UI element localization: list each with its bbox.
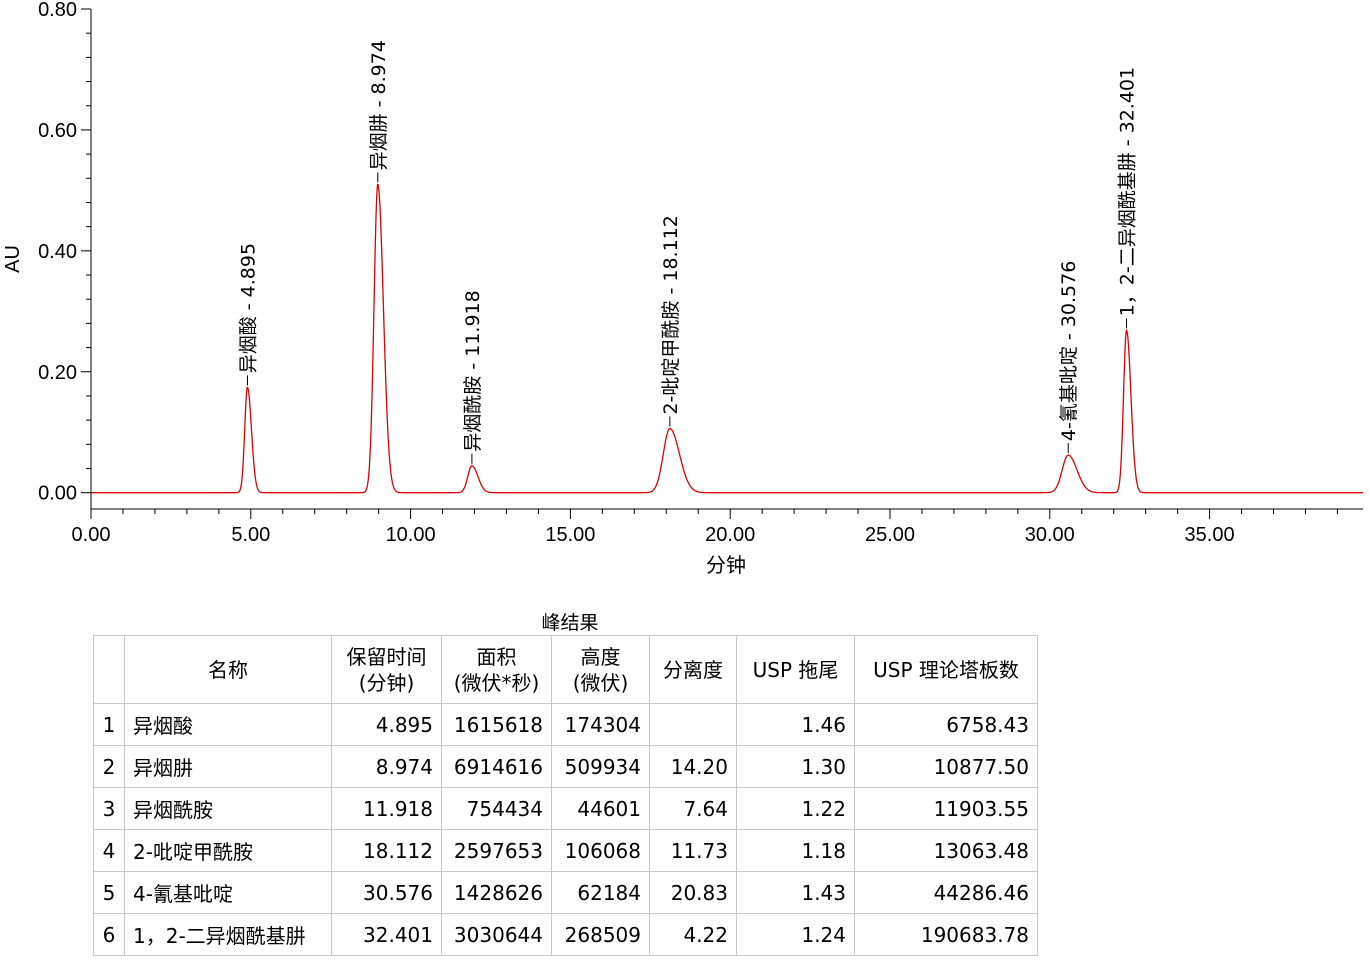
header-height: 高度 (微伏) <box>551 635 650 704</box>
peak-results-table: 名称 保留时间 (分钟) 面积 (微伏*秒) 高度 (微伏) 分离度 USP 拖… <box>93 635 1038 956</box>
row-resolution <box>649 703 737 746</box>
row-name: 异烟酰胺 <box>124 787 332 830</box>
row-area: 2597653 <box>441 829 552 872</box>
row-usp-tailing: 1.22 <box>736 787 855 830</box>
peak-label: 异烟酸 - 4.895 <box>237 243 259 373</box>
row-area: 754434 <box>441 787 552 830</box>
x-tick-label: 20.00 <box>705 524 755 546</box>
y-axis-label: AU <box>2 245 24 273</box>
row-usp-plates: 13063.48 <box>854 829 1038 872</box>
table-title: 峰结果 <box>541 612 599 634</box>
row-name: 1，2-二异烟酰基肼 <box>124 913 332 956</box>
table-row: 1 异烟酸 4.895 1615618 174304 1.46 6758.43 <box>93 703 1038 746</box>
peak-label: 4-氰基吡啶 - 30.576 <box>1058 261 1080 441</box>
row-usp-plates: 44286.46 <box>854 871 1038 914</box>
row-index: 5 <box>93 871 125 914</box>
chart-ticks: 0.00 5.00 10.00 15.00 20.00 25.00 30.00 35.00 0.… <box>38 0 1338 546</box>
row-usp-tailing: 1.24 <box>736 913 855 956</box>
peak-label: 2-吡啶甲酰胺 - 18.112 <box>660 215 682 414</box>
peak-label: 1，2-二异烟酰基肼 - 32.401 <box>1117 67 1139 316</box>
y-tick-label: 0.40 <box>38 241 77 263</box>
row-resolution: 7.64 <box>649 787 737 830</box>
row-index: 4 <box>93 829 125 872</box>
y-tick-label: 0.80 <box>38 0 77 21</box>
header-index <box>93 635 125 704</box>
row-usp-plates: 190683.78 <box>854 913 1038 956</box>
row-area: 6914616 <box>441 745 552 788</box>
x-tick-label: 30.00 <box>1025 524 1075 546</box>
chromatogram-chart: 0.00 5.00 10.00 15.00 20.00 25.00 30.00 35.00 0.… <box>2 0 1363 577</box>
row-retention-time: 11.918 <box>331 787 442 830</box>
row-name: 2-吡啶甲酰胺 <box>124 829 332 872</box>
header-name: 名称 <box>124 635 332 704</box>
row-height: 174304 <box>551 703 650 746</box>
row-area: 3030644 <box>441 913 552 956</box>
row-resolution: 4.22 <box>649 913 737 956</box>
x-axis-label: 分钟 <box>706 554 746 577</box>
chromatogram-trace <box>91 183 1363 494</box>
peak-label: 异烟肼 - 8.974 <box>368 40 390 170</box>
row-usp-plates: 11903.55 <box>854 787 1038 830</box>
row-retention-time: 32.401 <box>331 913 442 956</box>
x-tick-label: 35.00 <box>1185 524 1235 546</box>
table-row: 6 1，2-二异烟酰基肼 32.401 3030644 268509 4.22 … <box>93 913 1038 956</box>
row-height: 106068 <box>551 829 650 872</box>
row-resolution: 14.20 <box>649 745 737 788</box>
y-tick-label: 0.60 <box>38 120 77 142</box>
row-resolution: 11.73 <box>649 829 737 872</box>
row-index: 1 <box>93 703 125 746</box>
row-height: 268509 <box>551 913 650 956</box>
row-height: 62184 <box>551 871 650 914</box>
table-row: 3 异烟酰胺 11.918 754434 44601 7.64 1.22 119… <box>93 787 1038 830</box>
row-usp-tailing: 1.30 <box>736 745 855 788</box>
x-tick-label: 10.00 <box>386 524 436 546</box>
row-usp-tailing: 1.18 <box>736 829 855 872</box>
header-retention-time: 保留时间 (分钟) <box>331 635 442 704</box>
row-name: 4-氰基吡啶 <box>124 871 332 914</box>
row-area: 1615618 <box>441 703 552 746</box>
row-usp-tailing: 1.43 <box>736 871 855 914</box>
row-index: 6 <box>93 913 125 956</box>
row-area: 1428626 <box>441 871 552 914</box>
table-row: 4 2-吡啶甲酰胺 18.112 2597653 106068 11.73 1.… <box>93 829 1038 872</box>
peak-labels: 异烟酸 - 4.895 异烟肼 - 8.974 异烟酰胺 - 11.918 2-吡啶甲… <box>237 40 1139 464</box>
row-retention-time: 4.895 <box>331 703 442 746</box>
x-tick-label: 25.00 <box>865 524 915 546</box>
row-resolution: 20.83 <box>649 871 737 914</box>
row-retention-time: 30.576 <box>331 871 442 914</box>
header-area: 面积 (微伏*秒) <box>441 635 552 704</box>
table-row: 2 异烟肼 8.974 6914616 509934 14.20 1.30 10… <box>93 745 1038 788</box>
x-tick-label: 15.00 <box>545 524 595 546</box>
row-usp-plates: 6758.43 <box>854 703 1038 746</box>
row-usp-plates: 10877.50 <box>854 745 1038 788</box>
row-index: 2 <box>93 745 125 788</box>
peak-label: 异烟酰胺 - 11.918 <box>462 290 484 451</box>
table-header-row: 名称 保留时间 (分钟) 面积 (微伏*秒) 高度 (微伏) 分离度 USP 拖… <box>93 635 1038 704</box>
row-height: 44601 <box>551 787 650 830</box>
row-height: 509934 <box>551 745 650 788</box>
header-usp-plates: USP 理论塔板数 <box>854 635 1038 704</box>
chart-axes <box>90 9 1363 510</box>
x-tick-label: 5.00 <box>231 524 270 546</box>
row-name: 异烟酸 <box>124 703 332 746</box>
row-name: 异烟肼 <box>124 745 332 788</box>
header-resolution: 分离度 <box>649 635 737 704</box>
row-retention-time: 8.974 <box>331 745 442 788</box>
header-usp-tailing: USP 拖尾 <box>736 635 855 704</box>
y-tick-label: 0.00 <box>38 483 77 505</box>
row-retention-time: 18.112 <box>331 829 442 872</box>
table-row: 5 4-氰基吡啶 30.576 1428626 62184 20.83 1.43… <box>93 871 1038 914</box>
row-usp-tailing: 1.46 <box>736 703 855 746</box>
row-index: 3 <box>93 787 125 830</box>
y-tick-label: 0.20 <box>38 362 77 384</box>
x-tick-label: 0.00 <box>72 524 111 546</box>
